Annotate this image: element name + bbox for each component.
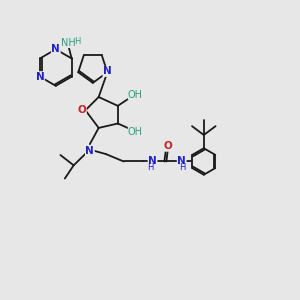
Text: N: N <box>85 146 94 156</box>
Text: N: N <box>51 44 60 54</box>
Text: NH: NH <box>61 38 76 48</box>
Text: O: O <box>164 141 172 151</box>
Text: H: H <box>74 37 80 46</box>
Text: H: H <box>179 164 185 172</box>
Text: O: O <box>77 105 86 115</box>
Text: OH: OH <box>128 90 143 100</box>
Text: N: N <box>177 156 186 166</box>
Text: OH: OH <box>128 127 143 137</box>
Text: N: N <box>148 156 157 166</box>
Text: N: N <box>36 72 44 82</box>
Text: H: H <box>148 164 154 172</box>
Text: N: N <box>103 66 112 76</box>
